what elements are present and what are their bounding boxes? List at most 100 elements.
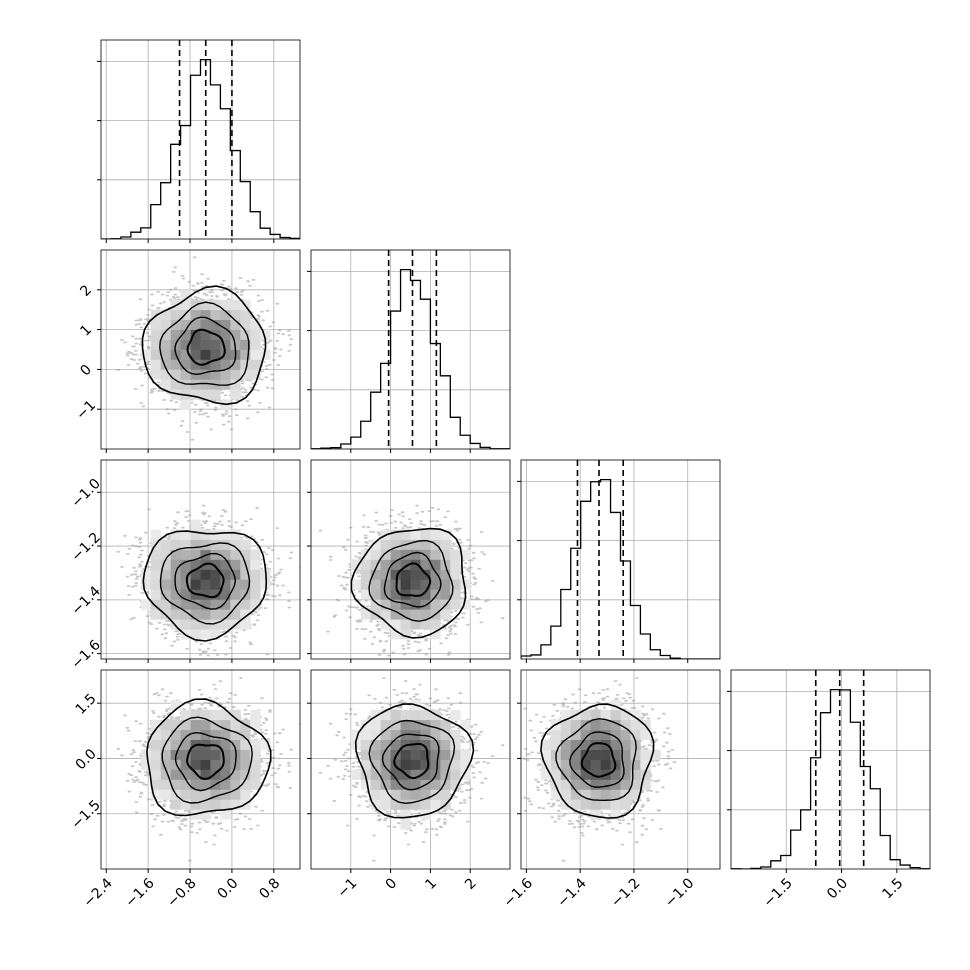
y-tick-label: −1 <box>73 397 99 423</box>
density-cell <box>230 770 240 780</box>
density-cell <box>401 619 411 629</box>
density-cell <box>141 599 151 609</box>
density-cell <box>440 740 450 750</box>
density-cell <box>210 530 220 540</box>
density-cell <box>411 599 421 609</box>
density-cell <box>230 369 240 379</box>
density-cell <box>151 569 161 579</box>
density-cell <box>640 750 650 760</box>
x-tick-label: 0 <box>383 875 401 893</box>
density-cell <box>161 340 171 350</box>
density-cell <box>371 750 381 760</box>
density-cell <box>151 609 161 619</box>
density-cell <box>201 300 211 310</box>
density-cell <box>210 760 220 770</box>
density-cell <box>591 780 601 790</box>
density-cell <box>151 530 161 540</box>
density-cell <box>611 799 621 809</box>
density-cell <box>601 789 611 799</box>
density-cell <box>401 799 411 809</box>
density-cell <box>181 619 191 629</box>
x-tick-label: −1.2 <box>608 875 643 910</box>
density-cell <box>210 340 220 350</box>
density-cell <box>551 730 561 740</box>
density-cell <box>151 359 161 369</box>
panel-2-0: −1.6−1.4−1.2−1.0 <box>68 460 301 673</box>
density-cell <box>181 760 191 770</box>
density-cell <box>591 789 601 799</box>
density-cell <box>250 350 260 360</box>
density-cell <box>151 760 161 770</box>
density-cell <box>230 359 240 369</box>
density-cell <box>201 609 211 619</box>
x-tick-label: −1.5 <box>761 875 796 910</box>
density-cell <box>240 789 250 799</box>
density-cell <box>250 579 260 589</box>
density-cell <box>450 569 460 579</box>
density-cell <box>411 789 421 799</box>
density-cell <box>361 730 371 740</box>
density-cell <box>571 770 581 780</box>
density-cell <box>191 730 201 740</box>
density-cell <box>450 780 460 790</box>
density-cell <box>161 789 171 799</box>
density-cell <box>210 579 220 589</box>
density-cell <box>430 579 440 589</box>
density-cell <box>181 359 191 369</box>
density-cell <box>151 589 161 599</box>
density-cell <box>460 750 470 760</box>
density-cell <box>381 540 391 550</box>
density-cell <box>191 520 201 530</box>
density-cell <box>141 750 151 760</box>
density-cell <box>250 710 260 720</box>
density-cell <box>411 750 421 760</box>
density-cell <box>361 569 371 579</box>
x-tick-label: 0.8 <box>256 875 283 902</box>
density-cell <box>250 589 260 599</box>
density-cell <box>230 780 240 790</box>
density-cell <box>171 320 181 330</box>
density-cell <box>371 579 381 589</box>
density-cell <box>201 760 211 770</box>
density-cell <box>250 359 260 369</box>
density-cell <box>450 599 460 609</box>
density-cell <box>151 750 161 760</box>
density-cell <box>191 710 201 720</box>
density-cell <box>191 750 201 760</box>
panel-3-0: −2.4 −1.6 −0.8 0.0 0.8−1.50.01.5 <box>68 670 301 911</box>
density-cell <box>181 550 191 560</box>
density-cell <box>151 770 161 780</box>
density-cell <box>181 399 191 409</box>
density-cell <box>371 550 381 560</box>
x-tick-label: −0.8 <box>164 875 199 910</box>
density-cell <box>601 780 611 790</box>
density-cell <box>401 819 411 829</box>
density-cell <box>411 710 421 720</box>
density-cell <box>411 760 421 770</box>
density-cell <box>561 740 571 750</box>
density-cell <box>210 799 220 809</box>
density-cell <box>401 789 411 799</box>
density-cell <box>420 799 430 809</box>
density-cell <box>220 799 230 809</box>
x-tick-label: −1.4 <box>554 875 589 910</box>
density-cell <box>561 730 571 740</box>
density-cell <box>210 710 220 720</box>
panel-3-3: −1.5 0.0 1.5 <box>727 670 930 911</box>
y-tick-label: −1.5 <box>68 797 103 832</box>
density-cell <box>171 310 181 320</box>
density-cell <box>440 609 450 619</box>
density-cell <box>161 310 171 320</box>
density-cell <box>411 579 421 589</box>
density-cell <box>201 379 211 389</box>
y-tick-label: −1.2 <box>68 530 103 565</box>
density-cell <box>201 579 211 589</box>
density-3-1 <box>319 678 503 861</box>
density-cell <box>381 720 391 730</box>
density-cell <box>220 710 230 720</box>
x-tick-label: 1.5 <box>879 875 906 902</box>
x-tick-label: −1.6 <box>501 875 536 910</box>
density-cell <box>381 799 391 809</box>
panel-2-2 <box>517 460 720 663</box>
